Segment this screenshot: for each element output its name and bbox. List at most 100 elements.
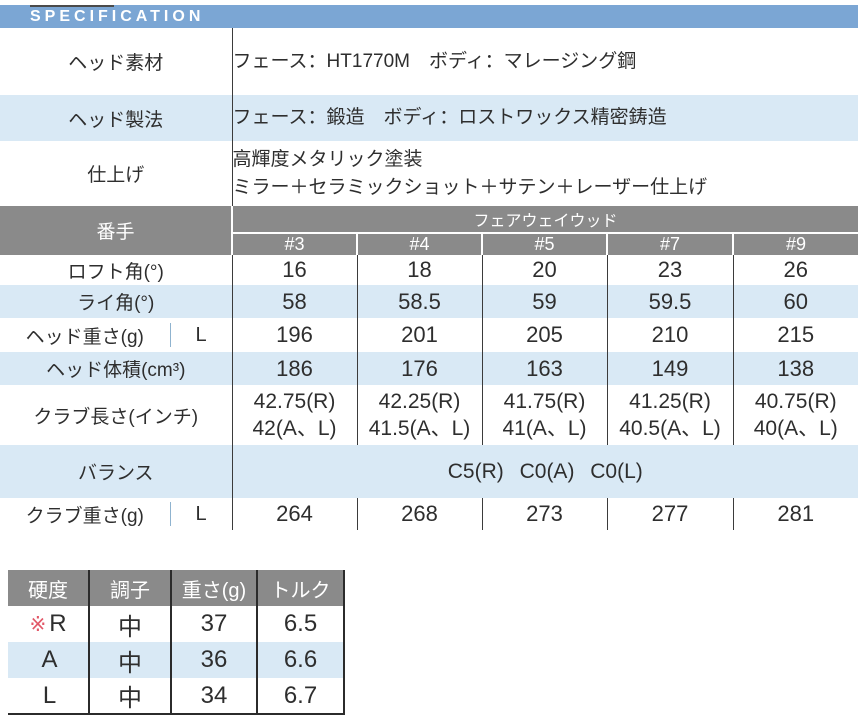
shaft-row-r: ※R 中 37 6.5 [8, 606, 344, 642]
club-length-7: 41.25(R) 40.5(A、L) [607, 385, 733, 445]
value-head-method: フェース：鍛造 ボディ：ロストワックス精密鋳造 [232, 95, 858, 141]
row-label-head-volume: ヘッド体積(cm³) [0, 352, 232, 385]
shaft-col-weight: 重さ(g) [171, 570, 257, 606]
row-label-club-length: クラブ長さ(インチ) [0, 385, 232, 445]
lie-3: 58 [232, 285, 357, 318]
club-weight-7: 277 [607, 498, 733, 530]
row-label-loft: ロフト角(°) [0, 255, 232, 285]
col-header-4: #4 [357, 233, 482, 255]
row-finish: 仕上げ 高輝度メタリック塗装 ミラー＋セラミックショット＋サテン＋レーザー仕上げ [0, 141, 858, 206]
row-label-lie: ライ角(°) [0, 285, 232, 318]
section-header-bar: SPECIFICATION [0, 5, 858, 28]
row-lie: ライ角(°) 58 58.5 59 59.5 60 [0, 285, 858, 318]
group-header-fairway-wood: フェアウェイウッド [232, 206, 858, 233]
head-weight-9: 215 [733, 318, 858, 352]
lie-4: 58.5 [357, 285, 482, 318]
row-label-number: 番手 [0, 206, 232, 255]
shaft-grade-a: A [8, 642, 89, 678]
row-label-head-method: ヘッド製法 [0, 95, 232, 141]
loft-4: 18 [357, 255, 482, 285]
lie-5: 59 [482, 285, 607, 318]
club-length-9: 40.75(R) 40(A、L) [733, 385, 858, 445]
loft-7: 23 [607, 255, 733, 285]
club-weight-label: クラブ重さ(g) [0, 501, 170, 528]
row-label-head-material: ヘッド素材 [0, 28, 232, 95]
club-length-3: 42.75(R) 42(A、L) [232, 385, 357, 445]
head-weight-4: 201 [357, 318, 482, 352]
shaft-torque-a: 6.6 [257, 642, 344, 678]
club-weight-5: 273 [482, 498, 607, 530]
row-label-finish: 仕上げ [0, 141, 232, 206]
head-volume-5: 163 [482, 352, 607, 385]
loft-9: 26 [733, 255, 858, 285]
col-header-5: #5 [482, 233, 607, 255]
value-finish: 高輝度メタリック塗装 ミラー＋セラミックショット＋サテン＋レーザー仕上げ [232, 141, 858, 206]
row-head-material: ヘッド素材 フェース：HT1770M ボディ：マレージング鋼 [0, 28, 858, 95]
spec-table: ヘッド素材 フェース：HT1770M ボディ：マレージング鋼 ヘッド製法 フェー… [0, 28, 858, 530]
shaft-col-hardness: 硬度 [8, 570, 89, 606]
club-weight-4: 268 [357, 498, 482, 530]
club-weight-9: 281 [733, 498, 858, 530]
shaft-weight-l: 34 [171, 678, 257, 714]
shaft-spec-table: 硬度 調子 重さ(g) トルク ※R 中 37 6.5 A 中 36 6.6 L… [8, 570, 345, 715]
shaft-weight-r: 37 [171, 606, 257, 642]
head-weight-7: 210 [607, 318, 733, 352]
finish-line-1: 高輝度メタリック塗装 [233, 146, 858, 174]
head-weight-3: 196 [232, 318, 357, 352]
col-header-9: #9 [733, 233, 858, 255]
club-length-9-r: 40.75(R) [734, 388, 858, 415]
head-weight-label: ヘッド重さ(g) [0, 322, 170, 349]
row-label-club-weight: クラブ重さ(g) L [0, 498, 232, 530]
head-volume-9: 138 [733, 352, 858, 385]
head-volume-3: 186 [232, 352, 357, 385]
grade-text: L [43, 682, 56, 709]
shaft-torque-l: 6.7 [257, 678, 344, 714]
row-loft: ロフト角(°) 16 18 20 23 26 [0, 255, 858, 285]
club-length-3-r: 42.75(R) [233, 388, 357, 415]
row-head-volume: ヘッド体積(cm³) 186 176 163 149 138 [0, 352, 858, 385]
shaft-row-l: L 中 34 6.7 [8, 678, 344, 714]
crop-artifact-line [30, 5, 114, 7]
shaft-header-row: 硬度 調子 重さ(g) トルク [8, 570, 344, 606]
row-label-balance: バランス [0, 445, 232, 498]
club-length-9-al: 40(A、L) [734, 415, 858, 442]
lie-7: 59.5 [607, 285, 733, 318]
row-number-group: 番手 フェアウェイウッド [0, 206, 858, 233]
club-length-3-al: 42(A、L) [233, 415, 357, 442]
shaft-flex-a: 中 [89, 642, 171, 678]
shaft-flex-l: 中 [89, 678, 171, 714]
grade-text: A [41, 646, 57, 673]
club-weight-3: 264 [232, 498, 357, 530]
value-head-material: フェース：HT1770M ボディ：マレージング鋼 [232, 28, 858, 95]
lie-9: 60 [733, 285, 858, 318]
club-length-5-al: 41(A、L) [483, 415, 607, 442]
head-volume-4: 176 [357, 352, 482, 385]
shaft-row-a: A 中 36 6.6 [8, 642, 344, 678]
club-length-4-al: 41.5(A、L) [358, 415, 482, 442]
shaft-flex-r: 中 [89, 606, 171, 642]
head-weight-5: 205 [482, 318, 607, 352]
balance-value: C5(R) C0(A) C0(L) [232, 445, 858, 498]
loft-5: 20 [482, 255, 607, 285]
shaft-col-flex: 調子 [89, 570, 171, 606]
club-length-7-r: 41.25(R) [608, 388, 733, 415]
finish-line-2: ミラー＋セラミックショット＋サテン＋レーザー仕上げ [233, 174, 858, 202]
club-length-5-r: 41.75(R) [483, 388, 607, 415]
loft-3: 16 [232, 255, 357, 285]
club-length-5: 41.75(R) 41(A、L) [482, 385, 607, 445]
row-club-length: クラブ長さ(インチ) 42.75(R) 42(A、L) 42.25(R) 41.… [0, 385, 858, 445]
grade-text: R [49, 610, 66, 637]
shaft-grade-l: L [8, 678, 89, 714]
shaft-weight-a: 36 [171, 642, 257, 678]
head-volume-7: 149 [607, 352, 733, 385]
shaft-col-torque: トルク [257, 570, 344, 606]
shaft-grade-r: ※R [8, 606, 89, 642]
club-length-7-al: 40.5(A、L) [608, 415, 733, 442]
row-label-head-weight: ヘッド重さ(g) L [0, 318, 232, 352]
col-header-3: #3 [232, 233, 357, 255]
col-header-7: #7 [607, 233, 733, 255]
club-weight-sub-l: L [171, 503, 232, 526]
row-balance: バランス C5(R) C0(A) C0(L) [0, 445, 858, 498]
shaft-torque-r: 6.5 [257, 606, 344, 642]
club-length-4: 42.25(R) 41.5(A、L) [357, 385, 482, 445]
